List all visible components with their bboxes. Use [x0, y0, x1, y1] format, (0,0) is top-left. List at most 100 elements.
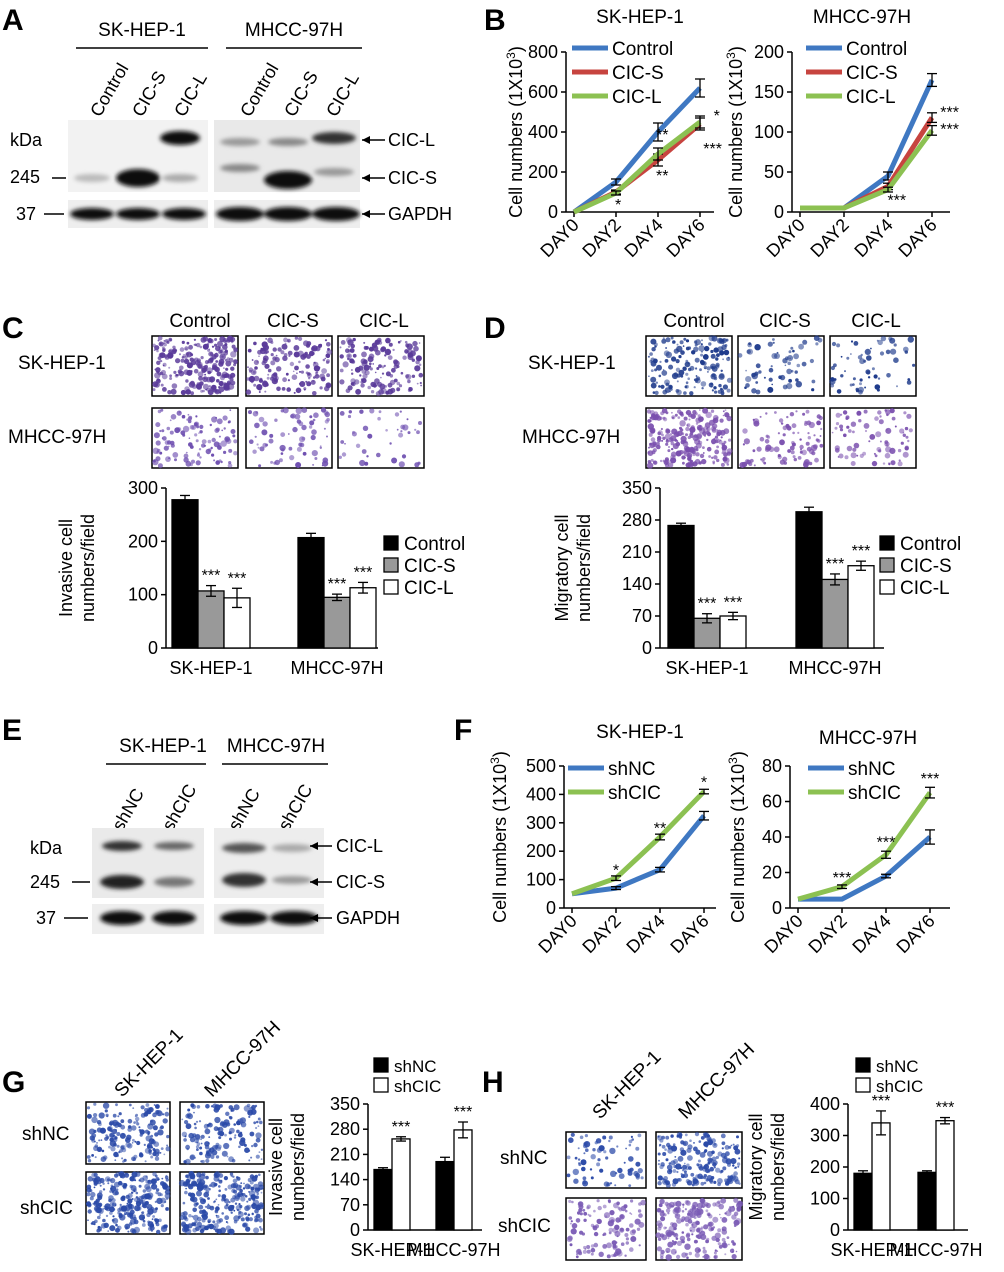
imagesc-image-r1c2-cell [302, 353, 308, 359]
imagesh-image-r1c1-cell [628, 1139, 633, 1144]
imagesd-image-r2c2-cell [783, 461, 787, 465]
imagesg-image-r2c1-cell [105, 1214, 109, 1218]
imagesh-image-r1c2-cell [662, 1152, 667, 1156]
imagesc-image-r2c2-cell [321, 464, 324, 467]
imagesg-image-r1c1-cell [152, 1125, 158, 1131]
imagesc-image-r2c2-cell [288, 446, 293, 451]
imagesh-image-r1c2-cell [679, 1166, 683, 1170]
imagesc-image-r1c3-cell [359, 374, 362, 377]
imagesg-image-r1c1-cell [87, 1159, 92, 1163]
panel-letter-c: C [2, 312, 24, 345]
imagesc-image-r1c2-cell [319, 386, 323, 390]
imagesg-image-r2c1-cell [160, 1193, 163, 1197]
imagesg-image-r1c2-cell [249, 1131, 255, 1137]
imagesg-image-r2c1-cell [115, 1188, 119, 1191]
imagesg-image-r1c1-cell [132, 1138, 135, 1142]
y-tick-label: 400 [810, 1094, 840, 1114]
imagesc-image-r2c2-cell [274, 459, 280, 466]
imagesh-image-r2c2-cell [660, 1216, 666, 1222]
imagesd-image-r1c1-cell [701, 350, 703, 353]
imagesc-image-r2c1-cell [228, 461, 232, 465]
imagesg-image-r1c1-cell [98, 1112, 105, 1119]
y-tick-label: 400 [526, 784, 556, 804]
imagesh-image-r1c2-cell [700, 1136, 705, 1140]
imagesh-image-r2c1-cell [596, 1218, 602, 1225]
imagesc-image-r1c2-cell [309, 383, 311, 385]
imagesc-image-r1c2-cell [258, 355, 260, 358]
imagesd-image-r1c3-frame [829, 335, 917, 397]
imagesd-image-r2c1-cell [670, 441, 675, 446]
imagesd-image-r2c2-cell [782, 433, 786, 437]
imagesh-image-r1c1-cell [637, 1168, 643, 1174]
imagesd-image-r2c2-cell [790, 450, 795, 455]
imagesc-image-r2c2-cell [256, 443, 259, 446]
imagesc-image-r1c1-cell [187, 354, 189, 357]
imagesd-image-r2c1-cell [726, 451, 732, 456]
y-tick-label: 200 [526, 841, 556, 861]
imagesg-image-r2c2-cell [258, 1217, 263, 1223]
imagesc-image-r1c3-cell [354, 366, 361, 373]
imagesg-image-r2c1-cell [138, 1184, 142, 1188]
imagesg-image-r1c1-cell [138, 1129, 142, 1132]
imagesd-image-r1c3-cell [874, 384, 881, 390]
imagesc-image-r1c1-cell [183, 369, 190, 376]
imagesc-image-r1c2-cell [280, 350, 285, 355]
imagesh-image-r2c2-cell [691, 1223, 694, 1226]
imagesg-image-r2c2-cell [192, 1207, 197, 1213]
imagesd-image-r1c2-cell [785, 356, 789, 361]
imagesg-image-r1c1-cell [136, 1122, 140, 1126]
imagesg-image-r2c2-cell [224, 1205, 229, 1210]
imagesd-image-r2c2-cell [741, 461, 748, 468]
imagesd-image-r1c2-cell [815, 342, 819, 346]
imagesc-image-r2c1-cell [153, 432, 160, 439]
imagesg-image-r1c1 [85, 1101, 171, 1165]
imagesg-image-r1c2-cell [184, 1158, 191, 1165]
imagesd-image-r2c2-cell [789, 445, 795, 451]
imagesg-image-r2c1-cell [117, 1208, 122, 1212]
imagesc-image-r1c2-cell [313, 361, 316, 364]
significance-marker: *** [826, 556, 845, 573]
blot-e-arrowhead-gapdh [310, 914, 318, 922]
imagesc-image-r1c3-cell [400, 340, 402, 342]
imagesg-image-r2c1-cell [94, 1219, 98, 1224]
imagesc-image-r1c1-cell [203, 377, 206, 380]
imagesd-image-r1c2-cell [811, 388, 815, 392]
imagesg-image-r1c1-cell [164, 1111, 170, 1117]
imagesg-image-r1c1-cell [166, 1144, 169, 1147]
imagesd-image-r1c1-cell [700, 353, 704, 357]
imagesc-image-r2c3-cell [400, 424, 406, 430]
imagesd-image-r2c2-cell [792, 455, 796, 459]
imagesg-image-r2c1-cell [146, 1212, 151, 1218]
imagesc-image-r1c2-cell [253, 383, 257, 387]
imagesd-image-r2c3-cell [885, 409, 891, 415]
imagesh-image-r2c2-cell [676, 1217, 682, 1224]
imagesg-image-r2c1-cell [160, 1197, 167, 1204]
imagesc-image-r1c1-cell [176, 374, 179, 377]
y-tick-label: 600 [528, 82, 558, 102]
imagesd-image-r1c1-cell [683, 391, 687, 395]
imagesd-image-r2c2 [737, 407, 825, 469]
imagesc-image-r1c1-cell [195, 383, 202, 390]
imagesg-image-r1c1-cell [133, 1154, 138, 1159]
imagesc-image-r2c1-cell [229, 409, 232, 412]
imagesh-image-r1c2-cells [657, 1132, 741, 1188]
imagesd-image-r1c2-cell [784, 364, 787, 367]
band-e-cicl-3 [222, 843, 266, 853]
imagesd-image-r2c3-cell [839, 424, 844, 429]
imagesd-image-r1c2-cell [745, 383, 750, 388]
imagesh-image-r1c1-cell [623, 1161, 626, 1164]
imagesd-image-r1c1-cell [723, 349, 730, 356]
imagesg-image-r1c1-cell [135, 1120, 139, 1123]
imagesc-image-r1c3-cell [354, 379, 360, 385]
imagesg-image-r2c1-cell [142, 1219, 146, 1223]
imagesg-image-r2c2-cell [260, 1191, 263, 1194]
imagesg-image-r2c2-cell [184, 1217, 189, 1222]
imagesc-image-r2c1-cell [159, 429, 162, 433]
imagesc-image-r2c2-cell [323, 427, 326, 430]
imagesg-image-r1c1-cell [113, 1143, 117, 1147]
imagesh-image-r1c1-cell [637, 1133, 642, 1138]
significance-marker: *** [392, 1119, 411, 1136]
imagesh-image-r1c2-cell [707, 1137, 713, 1144]
imagesd-image-r2c2-cell [802, 412, 806, 416]
